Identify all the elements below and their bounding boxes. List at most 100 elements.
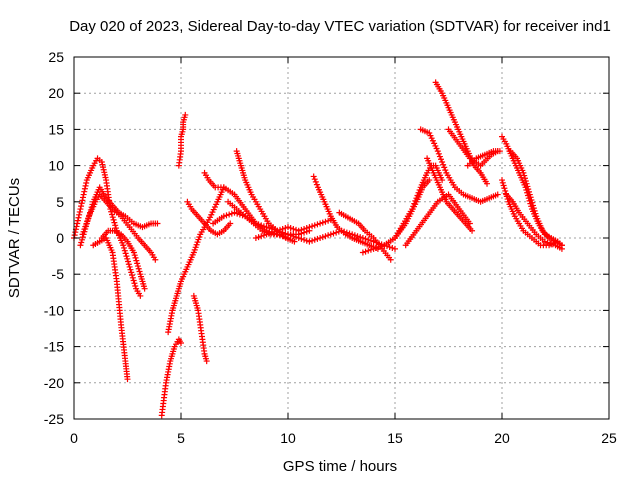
data-point	[370, 245, 377, 252]
data-point	[314, 221, 321, 228]
data-point	[527, 194, 534, 201]
series-arc-08	[175, 111, 189, 169]
data-point	[532, 210, 539, 217]
data-point	[373, 244, 380, 251]
series-arc-09	[190, 292, 210, 365]
data-point	[499, 179, 506, 186]
data-point	[274, 227, 281, 234]
data-point	[547, 240, 554, 247]
data-point	[375, 244, 382, 251]
data-point	[414, 192, 421, 199]
data-point	[260, 232, 267, 239]
data-point	[528, 196, 535, 203]
data-point	[387, 256, 394, 263]
data-marks	[71, 79, 565, 419]
data-point	[134, 263, 141, 270]
data-point	[226, 211, 233, 218]
data-point	[290, 233, 297, 240]
data-point	[523, 180, 530, 187]
series-arc-21	[402, 191, 473, 249]
data-point	[484, 180, 491, 187]
data-point	[255, 234, 262, 241]
data-point	[154, 220, 161, 227]
data-point	[132, 254, 139, 261]
data-point	[301, 236, 308, 243]
data-point	[303, 225, 310, 232]
data-point	[549, 241, 556, 248]
data-point	[72, 229, 79, 236]
data-point	[74, 220, 81, 227]
series-arc-26	[464, 148, 503, 169]
data-point	[291, 238, 298, 245]
grid	[74, 57, 609, 419]
data-point	[131, 252, 138, 259]
data-point	[220, 213, 227, 220]
y-tick-label: -25	[44, 411, 64, 427]
data-point	[309, 237, 316, 244]
data-point	[258, 222, 265, 229]
data-point	[411, 200, 418, 207]
data-point	[136, 268, 143, 275]
data-point	[310, 173, 317, 180]
data-point	[440, 161, 447, 168]
data-point	[317, 220, 324, 227]
data-point	[263, 231, 270, 238]
data-point	[182, 111, 189, 118]
data-point	[524, 183, 531, 190]
data-point	[75, 214, 82, 221]
data-point	[529, 199, 536, 206]
data-point	[178, 339, 184, 346]
y-tick-label: 25	[48, 49, 64, 65]
series-arc-18	[336, 209, 394, 263]
series-arc-30	[503, 191, 565, 252]
data-point	[312, 178, 319, 185]
y-tick-label: -20	[44, 375, 64, 391]
data-point	[359, 249, 366, 256]
data-point	[120, 242, 127, 249]
data-point	[266, 230, 273, 237]
data-point	[522, 175, 529, 182]
data-point	[306, 224, 313, 231]
data-point	[319, 234, 326, 241]
y-axis-label: SDTVAR / TECUs	[6, 178, 23, 298]
data-point	[416, 187, 423, 194]
data-point	[319, 219, 326, 226]
data-point	[82, 182, 89, 189]
data-point	[110, 216, 117, 223]
data-point	[530, 202, 537, 209]
data-point	[81, 188, 88, 195]
data-point	[129, 274, 136, 281]
data-point	[558, 245, 565, 252]
data-point	[108, 211, 115, 218]
data-point	[501, 185, 508, 192]
data-point	[436, 153, 443, 160]
data-point	[79, 197, 86, 204]
series-arc-03	[90, 235, 131, 383]
data-point	[79, 194, 86, 201]
data-point	[531, 207, 538, 214]
data-point	[137, 292, 144, 299]
series-arc-19	[359, 177, 433, 256]
data-point	[128, 269, 135, 276]
data-point	[520, 169, 527, 176]
data-point	[228, 210, 235, 217]
data-point	[258, 233, 265, 240]
data-point	[303, 237, 310, 244]
data-point	[392, 245, 398, 252]
data-point	[311, 176, 318, 183]
data-point	[306, 238, 313, 245]
data-point	[71, 232, 78, 239]
data-point	[231, 209, 238, 216]
data-point	[76, 211, 83, 218]
data-point	[325, 232, 332, 239]
data-point	[287, 225, 294, 232]
series-arc-05	[98, 227, 148, 292]
series-arc-23	[417, 126, 501, 205]
data-point	[81, 185, 88, 192]
data-point	[365, 236, 372, 243]
data-point	[496, 148, 503, 155]
x-tick-label: 20	[494, 430, 510, 446]
data-point	[124, 376, 131, 383]
data-point	[271, 228, 278, 235]
